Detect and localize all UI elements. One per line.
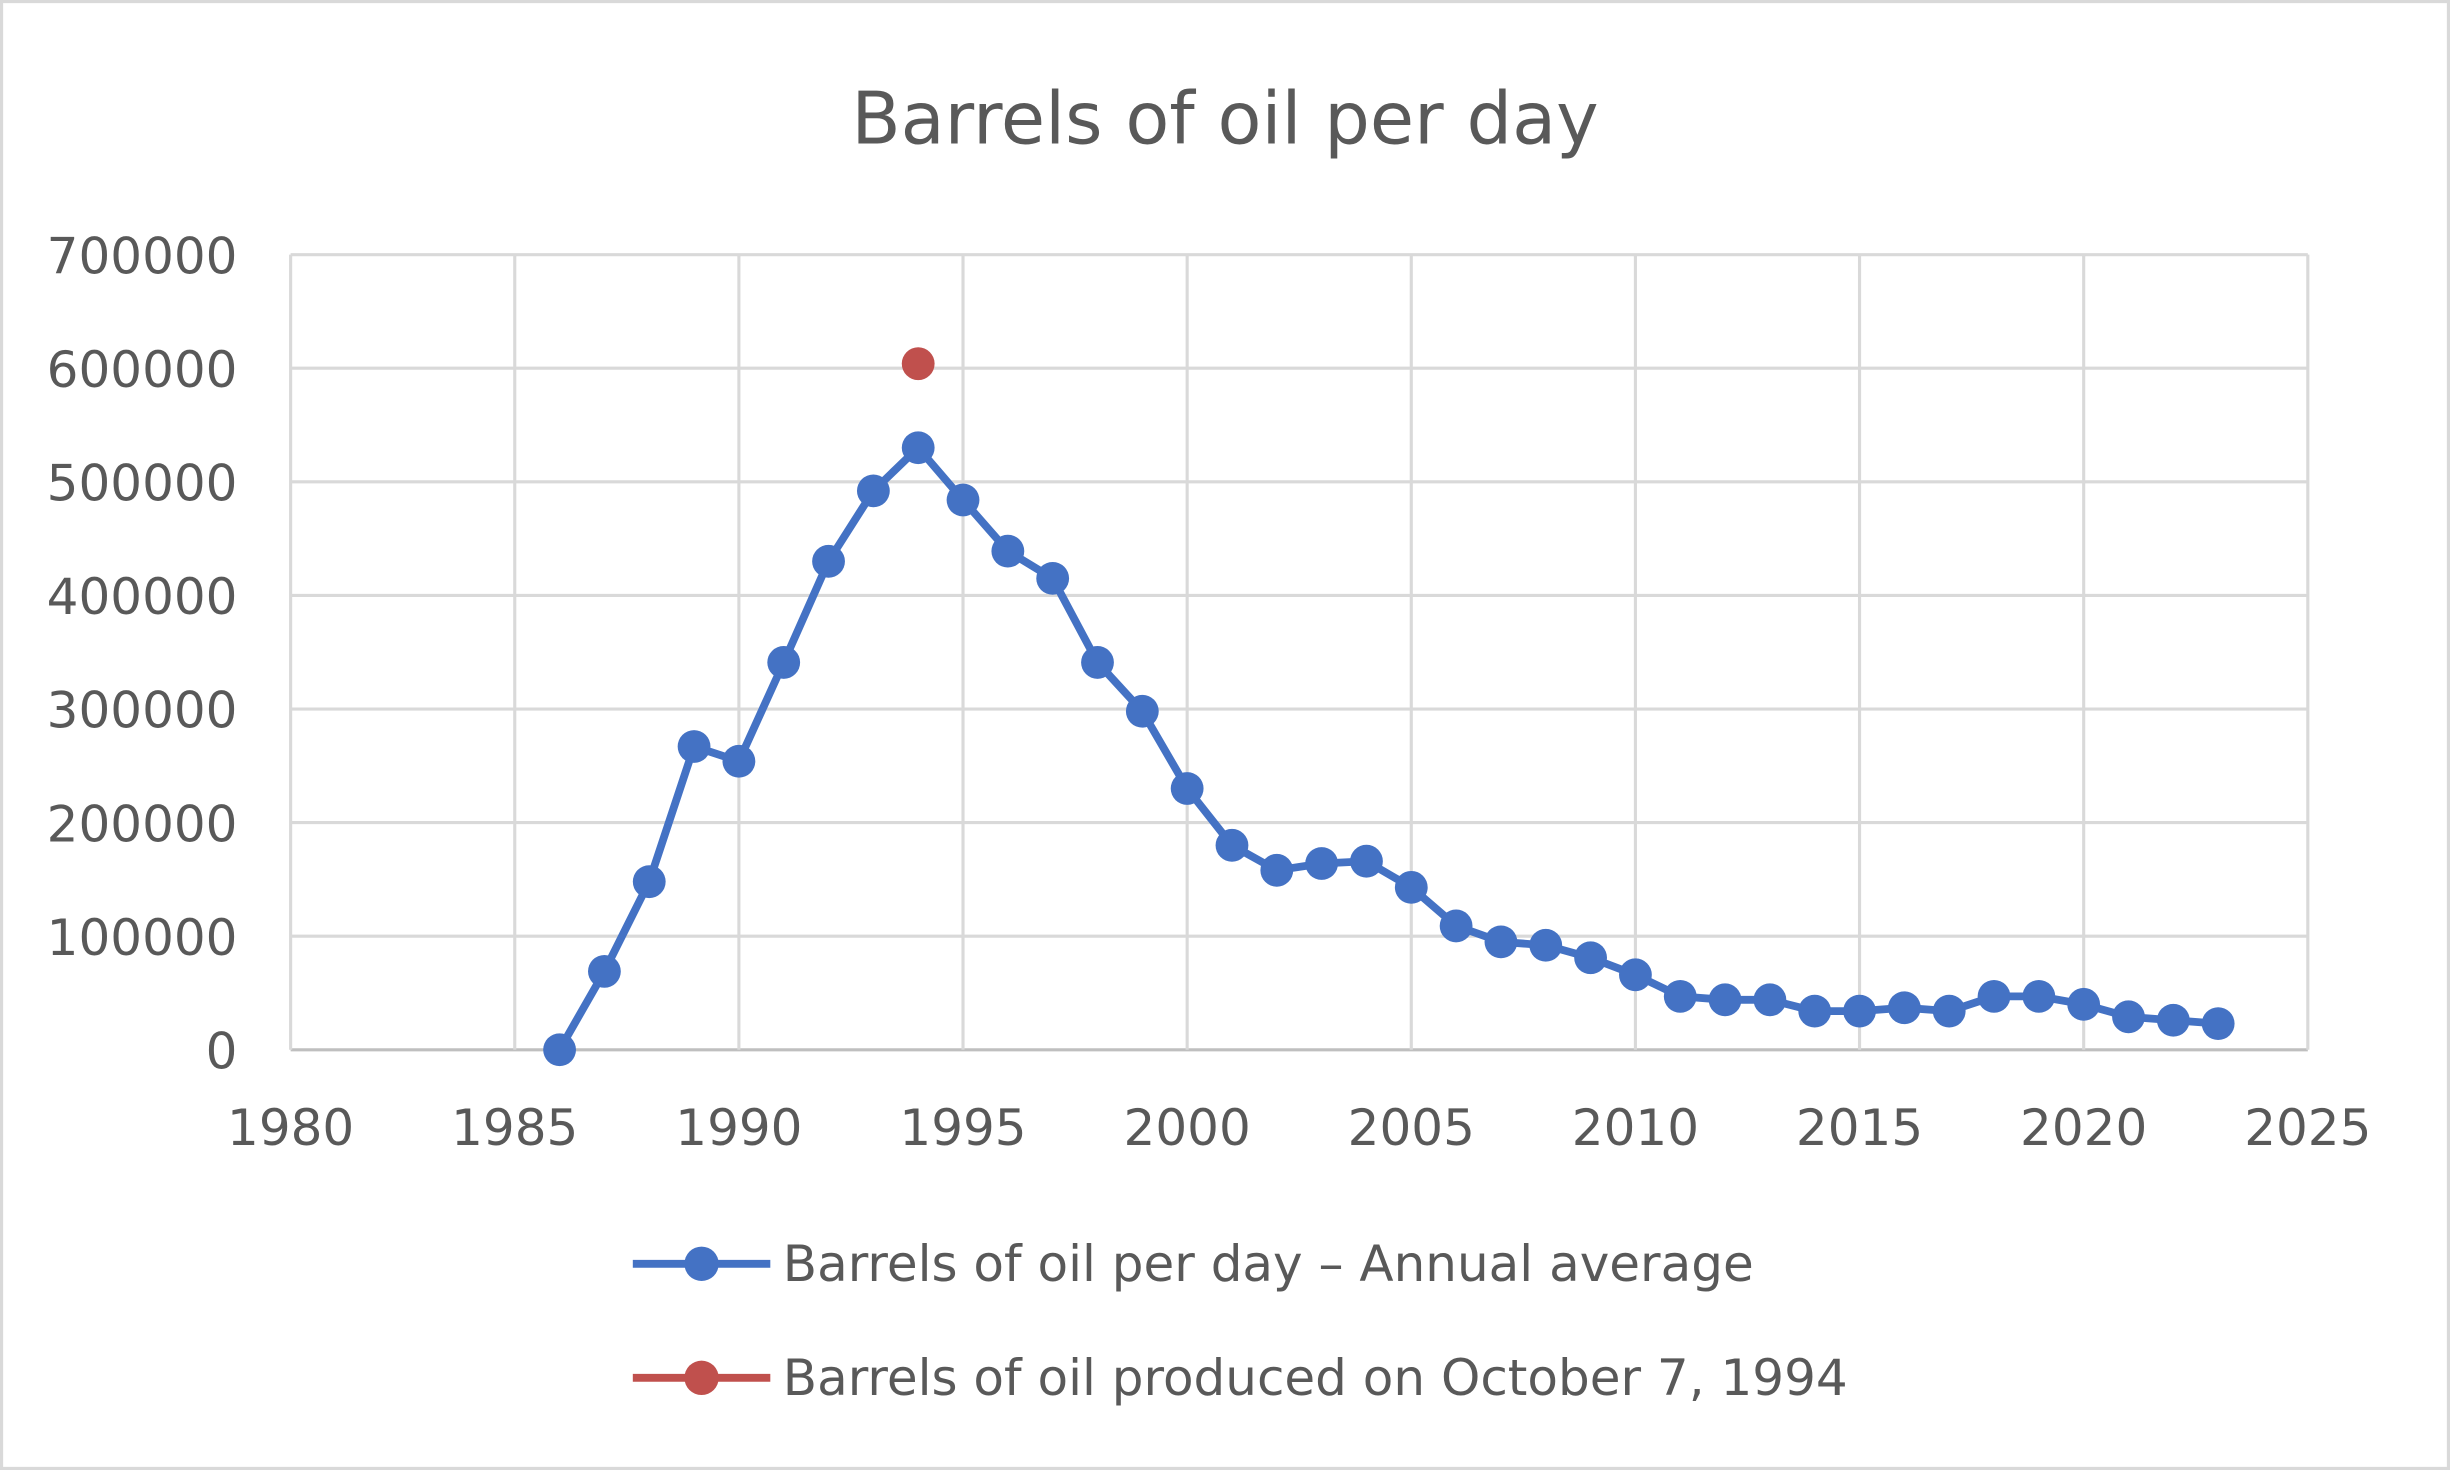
data-point [1708, 983, 1742, 1017]
data-point [1170, 772, 1204, 805]
data-point [1619, 958, 1652, 992]
y-tick-label: 0 [206, 1023, 238, 1081]
data-point [1753, 983, 1787, 1017]
data-point [1484, 925, 1518, 959]
y-tick-label: 700000 [47, 227, 238, 285]
data-point [991, 534, 1025, 568]
data-point [1350, 844, 1383, 878]
x-tick-label: 2010 [1572, 1099, 1699, 1157]
data-point [1215, 828, 1249, 862]
data-point [1529, 928, 1563, 962]
data-point [901, 347, 935, 381]
x-tick-label: 2020 [2020, 1099, 2147, 1157]
data-point [2156, 1003, 2190, 1037]
data-point [767, 646, 801, 679]
legend-item-0: Barrels of oil per day – Annual average [632, 1235, 1754, 1293]
data-point [812, 544, 845, 578]
series-0 [543, 431, 2235, 1067]
legend: Barrels of oil per day – Annual average B… [632, 1235, 1848, 1407]
data-point [1932, 994, 1966, 1028]
data-point [1798, 994, 1832, 1028]
y-tick-label: 100000 [47, 909, 238, 967]
data-point [1305, 847, 1339, 880]
legend-marker [684, 1360, 719, 1396]
data-point [1125, 694, 1159, 728]
gridlines [289, 253, 2310, 1052]
data-point [1887, 991, 1921, 1025]
data-point [1843, 994, 1876, 1028]
y-tick-label: 400000 [47, 568, 238, 626]
data-point [632, 865, 666, 899]
legend-marker [684, 1246, 719, 1281]
data-point [588, 954, 621, 988]
data-point [2112, 1000, 2145, 1034]
legend-item-1: Barrels of oil produced on October 7, 19… [632, 1349, 1848, 1407]
x-tick-label: 1980 [227, 1099, 354, 1157]
data-point [1394, 870, 1428, 904]
series-group [543, 347, 2235, 1067]
x-axis-ticks: 1980 1985 1990 1995 2000 2005 2010 2015 2020 2025 [227, 1099, 2371, 1157]
data-point [1260, 853, 1294, 887]
legend-label: Barrels of oil per day – Annual average [783, 1235, 1754, 1293]
y-tick-label: 600000 [47, 341, 238, 399]
data-point [1663, 979, 1697, 1013]
data-point [543, 1033, 576, 1067]
x-tick-label: 2025 [2244, 1099, 2371, 1157]
data-point [722, 744, 756, 778]
x-tick-label: 1990 [675, 1099, 802, 1157]
data-point [1036, 561, 1070, 595]
data-point [946, 483, 980, 517]
legend-label: Barrels of oil produced on October 7, 19… [783, 1349, 1848, 1407]
x-tick-label: 2015 [1796, 1099, 1923, 1157]
data-point [856, 474, 890, 508]
x-tick-label: 2000 [1124, 1099, 1251, 1157]
y-tick-label: 300000 [47, 682, 238, 740]
data-point [2201, 1007, 2235, 1041]
chart-title: Barrels of oil per day [851, 77, 1598, 161]
data-point [901, 431, 935, 465]
x-tick-label: 1985 [451, 1099, 578, 1157]
series-1 [901, 347, 935, 381]
y-tick-label: 500000 [47, 455, 238, 513]
y-tick-label: 200000 [47, 795, 238, 853]
data-point [677, 730, 711, 763]
x-tick-label: 1995 [899, 1099, 1026, 1157]
data-point [1977, 979, 2011, 1013]
data-point [1081, 646, 1114, 679]
data-point [1439, 909, 1473, 943]
data-point [1574, 941, 1607, 975]
x-tick-label: 2005 [1348, 1099, 1475, 1157]
y-axis-ticks: 0 100000 200000 300000 400000 500000 600000 700… [47, 227, 238, 1080]
data-point [2022, 979, 2056, 1013]
data-point [2067, 987, 2101, 1021]
